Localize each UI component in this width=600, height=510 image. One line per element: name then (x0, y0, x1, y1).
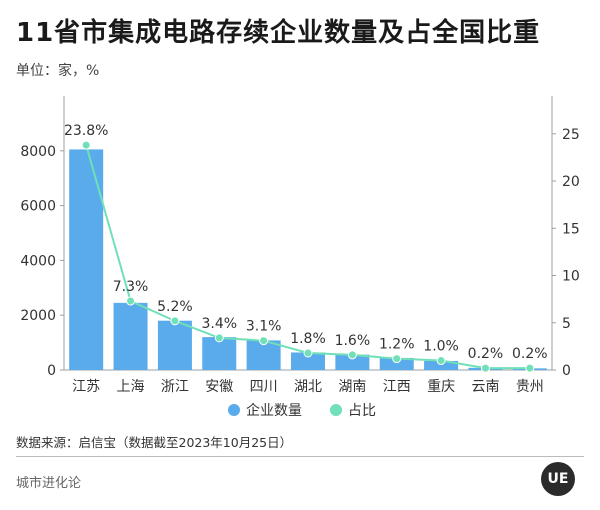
x-tick-label: 湖南 (338, 379, 366, 395)
x-tick-label: 上海 (117, 379, 145, 395)
x-tick-label: 四川 (250, 379, 278, 395)
share-point (214, 333, 224, 343)
share-data-label: 0.2% (512, 346, 548, 362)
share-data-label: 0.2% (468, 346, 504, 362)
bar (113, 302, 148, 370)
bar (379, 357, 414, 370)
x-tick-label: 江西 (383, 379, 411, 395)
brand-logo: UE (541, 462, 575, 496)
x-tick-label: 浙江 (161, 379, 189, 395)
legend-label-line: 占比 (348, 403, 376, 419)
data-source: 数据来源：启信宝（数据截至2023年10月25日） (16, 435, 293, 450)
share-point (303, 348, 313, 358)
unit-label: 单位：家，% (16, 63, 100, 79)
y-left-tick-label: 0 (47, 363, 56, 379)
bar (157, 320, 192, 370)
share-data-label: 1.8% (290, 331, 326, 347)
x-tick-label: 云南 (471, 379, 499, 395)
legend-label-bar: 企业数量 (246, 402, 302, 419)
y-left-tick-label: 4000 (20, 253, 56, 269)
y-right-tick-label: 20 (562, 174, 580, 190)
y-left-tick-label: 6000 (20, 199, 56, 215)
y-right-tick-label: 0 (562, 363, 571, 379)
share-point (347, 350, 357, 360)
share-point (436, 356, 446, 366)
y-left-tick-label: 2000 (20, 308, 56, 324)
share-data-label: 5.2% (157, 299, 193, 315)
y-right-tick-label: 25 (562, 127, 580, 143)
share-point (170, 316, 180, 326)
bar (69, 149, 104, 370)
share-point (525, 363, 535, 373)
share-data-label: 1.2% (379, 337, 415, 353)
y-left-tick-label: 8000 (20, 144, 56, 160)
x-tick-label: 江苏 (72, 379, 100, 395)
share-point (81, 140, 91, 150)
y-right-tick-label: 10 (562, 269, 580, 285)
legend-swatch-bar (228, 404, 240, 416)
share-data-label: 1.6% (335, 333, 371, 349)
share-point (126, 296, 136, 306)
bar (202, 337, 237, 370)
share-data-label: 1.0% (423, 339, 459, 355)
share-data-label: 3.1% (246, 319, 282, 335)
chart: 0 2000 4000 6000 8000 0 5 10 15 20 25 江苏 上海 浙江 安徽 四川 湖北湖… (20, 96, 580, 419)
share-data-label: 3.4% (201, 316, 237, 332)
x-tick-label: 湖北 (294, 379, 322, 395)
y-right-tick-label: 15 (562, 221, 580, 237)
share-data-label: 7.3% (113, 279, 149, 295)
share-point (259, 336, 269, 346)
x-tick-label: 贵州 (516, 379, 544, 395)
footer-divider (16, 456, 584, 457)
bar (291, 352, 325, 370)
y-right-tick-label: 5 (562, 316, 571, 332)
x-tick-label: 重庆 (427, 379, 455, 395)
legend-swatch-line (330, 404, 342, 416)
bar (335, 354, 370, 370)
share-point (480, 363, 490, 373)
brand-name: 城市进化论 (16, 476, 82, 491)
x-tick-label: 安徽 (205, 379, 233, 395)
share-data-label: 23.8% (64, 123, 108, 139)
bar (424, 360, 459, 370)
share-point (392, 354, 402, 364)
page-title: 11省市集成电路存续企业数量及占全国比重 (16, 18, 541, 48)
bar (246, 340, 281, 370)
